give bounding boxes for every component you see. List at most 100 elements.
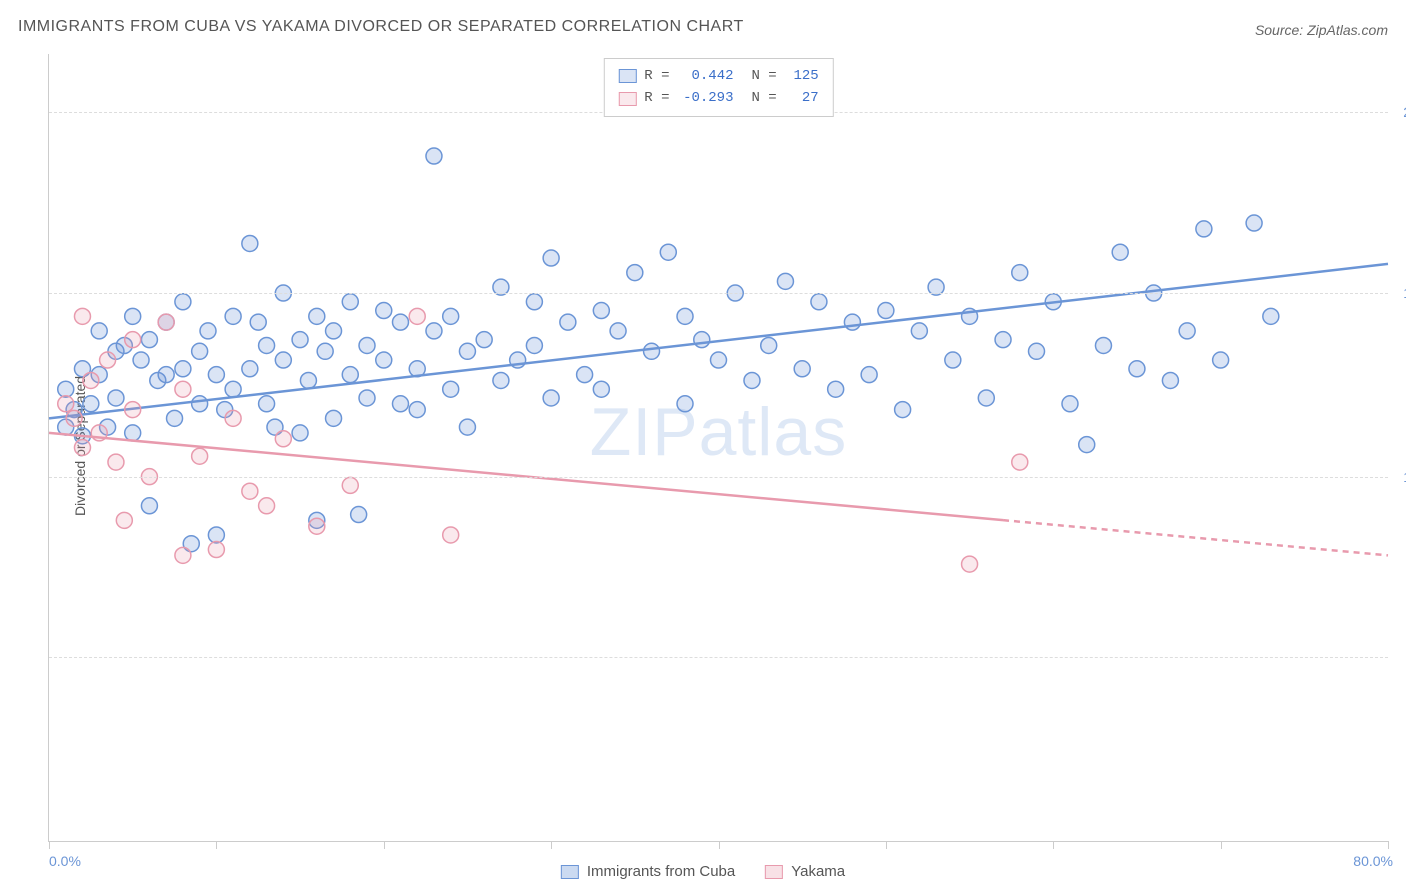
- n-value: 27: [785, 87, 819, 109]
- data-point: [125, 308, 141, 324]
- data-point: [1263, 308, 1279, 324]
- data-point: [292, 425, 308, 441]
- series-legend-item: Yakama: [765, 863, 845, 880]
- data-point: [66, 410, 82, 426]
- data-point: [459, 419, 475, 435]
- r-value: -0.293: [678, 87, 734, 109]
- data-point: [1246, 215, 1262, 231]
- data-point: [192, 448, 208, 464]
- data-point: [208, 527, 224, 543]
- data-point: [1079, 437, 1095, 453]
- gridline: [49, 657, 1388, 658]
- data-point: [175, 547, 191, 563]
- scatter-svg: [49, 54, 1388, 841]
- data-point: [1196, 221, 1212, 237]
- series-legend-item: Immigrants from Cuba: [561, 863, 735, 880]
- data-point: [259, 337, 275, 353]
- data-point: [192, 343, 208, 359]
- data-point: [275, 352, 291, 368]
- n-label: N =: [752, 87, 777, 109]
- data-point: [761, 337, 777, 353]
- data-point: [493, 372, 509, 388]
- data-point: [409, 402, 425, 418]
- data-point: [158, 367, 174, 383]
- data-point: [828, 381, 844, 397]
- data-point: [577, 367, 593, 383]
- data-point: [593, 381, 609, 397]
- data-point: [794, 361, 810, 377]
- chart-title: IMMIGRANTS FROM CUBA VS YAKAMA DIVORCED …: [18, 18, 744, 36]
- data-point: [326, 323, 342, 339]
- chart-container: IMMIGRANTS FROM CUBA VS YAKAMA DIVORCED …: [0, 0, 1406, 892]
- data-point: [1029, 343, 1045, 359]
- data-point: [1129, 361, 1145, 377]
- x-tick: [1221, 841, 1222, 849]
- data-point: [476, 332, 492, 348]
- legend-swatch: [618, 69, 636, 83]
- data-point: [208, 367, 224, 383]
- data-point: [560, 314, 576, 330]
- data-point: [711, 352, 727, 368]
- data-point: [526, 337, 542, 353]
- data-point: [861, 367, 877, 383]
- data-point: [443, 308, 459, 324]
- data-point: [962, 556, 978, 572]
- data-point: [543, 250, 559, 266]
- data-point: [225, 410, 241, 426]
- data-point: [426, 323, 442, 339]
- data-point: [100, 352, 116, 368]
- data-point: [83, 372, 99, 388]
- data-point: [459, 343, 475, 359]
- data-point: [125, 425, 141, 441]
- data-point: [978, 390, 994, 406]
- data-point: [74, 440, 90, 456]
- data-point: [175, 294, 191, 310]
- data-point: [443, 381, 459, 397]
- data-point: [777, 273, 793, 289]
- data-point: [225, 381, 241, 397]
- data-point: [677, 396, 693, 412]
- data-point: [409, 308, 425, 324]
- gridline: [49, 293, 1388, 294]
- data-point: [83, 396, 99, 412]
- data-point: [242, 361, 258, 377]
- x-axis-min: 0.0%: [49, 853, 81, 869]
- data-point: [259, 498, 275, 514]
- data-point: [1162, 372, 1178, 388]
- data-point: [694, 332, 710, 348]
- data-point: [895, 402, 911, 418]
- legend-swatch: [618, 92, 636, 106]
- data-point: [878, 303, 894, 319]
- data-point: [317, 343, 333, 359]
- stats-legend-row: R = -0.293N = 27: [618, 87, 818, 109]
- data-point: [259, 396, 275, 412]
- data-point: [359, 337, 375, 353]
- x-tick: [1053, 841, 1054, 849]
- data-point: [1062, 396, 1078, 412]
- data-point: [175, 381, 191, 397]
- data-point: [300, 372, 316, 388]
- data-point: [192, 396, 208, 412]
- data-point: [58, 396, 74, 412]
- data-point: [1012, 265, 1028, 281]
- x-tick: [886, 841, 887, 849]
- data-point: [58, 381, 74, 397]
- data-point: [167, 410, 183, 426]
- data-point: [744, 372, 760, 388]
- data-point: [275, 431, 291, 447]
- r-label: R =: [644, 65, 669, 87]
- data-point: [175, 361, 191, 377]
- data-point: [342, 367, 358, 383]
- data-point: [392, 314, 408, 330]
- legend-label: Yakama: [791, 863, 845, 880]
- stats-legend-row: R = 0.442N = 125: [618, 65, 818, 87]
- data-point: [811, 294, 827, 310]
- data-point: [392, 396, 408, 412]
- data-point: [309, 518, 325, 534]
- data-point: [543, 390, 559, 406]
- legend-swatch: [765, 865, 783, 879]
- data-point: [326, 410, 342, 426]
- trend-line: [49, 264, 1388, 418]
- x-axis-max: 80.0%: [1353, 853, 1393, 869]
- trend-line-dashed: [1003, 520, 1388, 555]
